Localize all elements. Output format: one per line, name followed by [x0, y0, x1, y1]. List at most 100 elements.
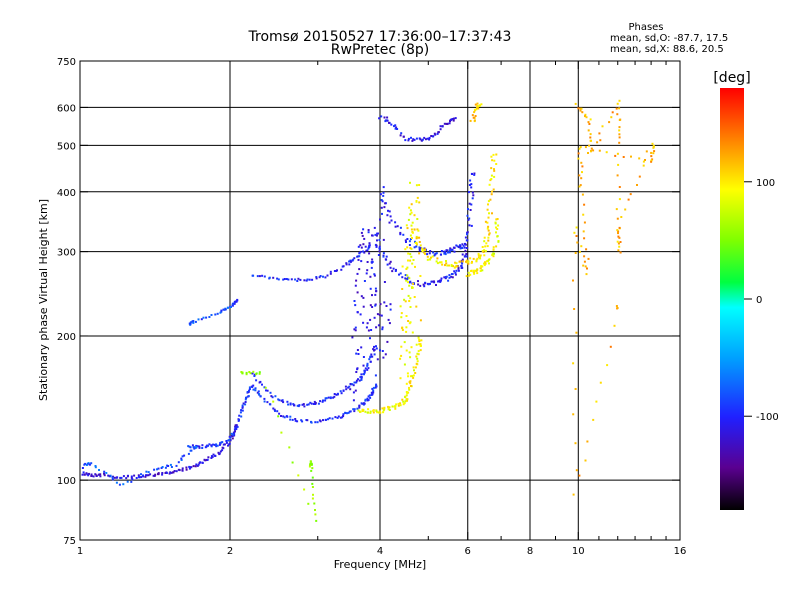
data-point — [319, 275, 322, 277]
data-point — [225, 441, 228, 444]
data-point — [395, 403, 398, 406]
data-point — [366, 269, 369, 272]
data-point — [303, 405, 306, 408]
data-point — [578, 185, 581, 188]
data-point — [378, 247, 381, 250]
colorbar-label: [deg] — [713, 70, 750, 86]
data-point — [472, 269, 475, 272]
data-point — [197, 318, 200, 321]
data-point — [492, 188, 495, 191]
data-point — [374, 386, 377, 389]
data-point — [584, 265, 587, 268]
data-point — [394, 127, 397, 130]
data-point — [291, 461, 294, 464]
data-point — [329, 396, 332, 399]
data-point — [88, 463, 91, 466]
data-point — [406, 398, 409, 401]
data-point — [211, 455, 214, 458]
data-point — [360, 231, 363, 234]
data-point — [381, 328, 384, 331]
data-point — [368, 252, 371, 255]
data-point — [420, 339, 423, 342]
data-point — [383, 116, 386, 119]
data-point — [388, 406, 391, 409]
data-point — [572, 413, 575, 416]
data-point — [429, 250, 432, 252]
data-point — [409, 280, 412, 283]
data-point — [450, 264, 453, 267]
data-point — [483, 240, 486, 243]
data-point — [409, 253, 412, 256]
data-point — [352, 399, 355, 402]
data-point — [236, 425, 239, 428]
data-point — [410, 211, 413, 214]
data-point — [426, 253, 429, 256]
data-point — [254, 389, 257, 392]
data-point — [360, 346, 363, 349]
data-point — [493, 168, 495, 171]
data-point — [416, 352, 419, 355]
data-point — [587, 129, 590, 132]
data-point — [615, 208, 618, 211]
data-point — [270, 395, 273, 398]
data-point — [347, 386, 350, 389]
data-point — [629, 193, 632, 196]
data-point — [336, 416, 339, 419]
data-point — [580, 245, 583, 248]
data-point — [263, 397, 266, 400]
data-point — [342, 415, 345, 417]
data-point — [358, 255, 361, 258]
data-point — [401, 326, 404, 329]
data-point — [405, 382, 408, 385]
data-point — [399, 377, 402, 380]
data-point — [210, 314, 213, 316]
data-point — [308, 465, 311, 468]
data-point — [383, 406, 386, 409]
data-point — [413, 369, 415, 372]
data-point — [170, 471, 173, 474]
data-point — [469, 179, 472, 182]
data-point — [222, 308, 225, 311]
y-tick-label: 750 — [57, 57, 76, 68]
data-point — [412, 138, 415, 141]
data-point — [231, 437, 234, 440]
data-point — [116, 476, 119, 479]
data-point — [470, 261, 473, 264]
data-point — [252, 370, 255, 373]
data-point — [460, 265, 463, 268]
data-point — [465, 275, 468, 278]
data-point — [441, 263, 444, 266]
data-point — [409, 375, 412, 378]
data-point — [414, 241, 417, 244]
data-point — [167, 465, 170, 467]
data-point — [613, 324, 616, 327]
data-point — [443, 252, 446, 255]
data-point — [218, 443, 221, 446]
data-point — [333, 393, 336, 395]
data-point — [422, 283, 425, 286]
data-point — [358, 406, 361, 409]
data-point — [164, 466, 167, 469]
data-point — [331, 417, 334, 420]
data-point — [187, 452, 190, 455]
data-point — [374, 293, 377, 296]
data-point — [363, 251, 366, 254]
data-point — [240, 415, 243, 418]
data-point — [448, 249, 451, 252]
data-point — [169, 463, 172, 466]
data-point — [381, 350, 384, 352]
data-point — [436, 257, 439, 260]
data-point — [405, 394, 408, 397]
data-point — [583, 255, 586, 258]
data-point — [376, 313, 379, 316]
data-point — [618, 119, 621, 121]
data-point — [281, 399, 284, 402]
data-point — [244, 403, 247, 406]
data-point — [348, 263, 351, 266]
data-point — [242, 402, 245, 405]
data-point — [414, 372, 417, 374]
data-point — [479, 254, 482, 257]
data-point — [314, 509, 316, 511]
data-point — [335, 270, 338, 272]
data-point — [486, 227, 489, 230]
